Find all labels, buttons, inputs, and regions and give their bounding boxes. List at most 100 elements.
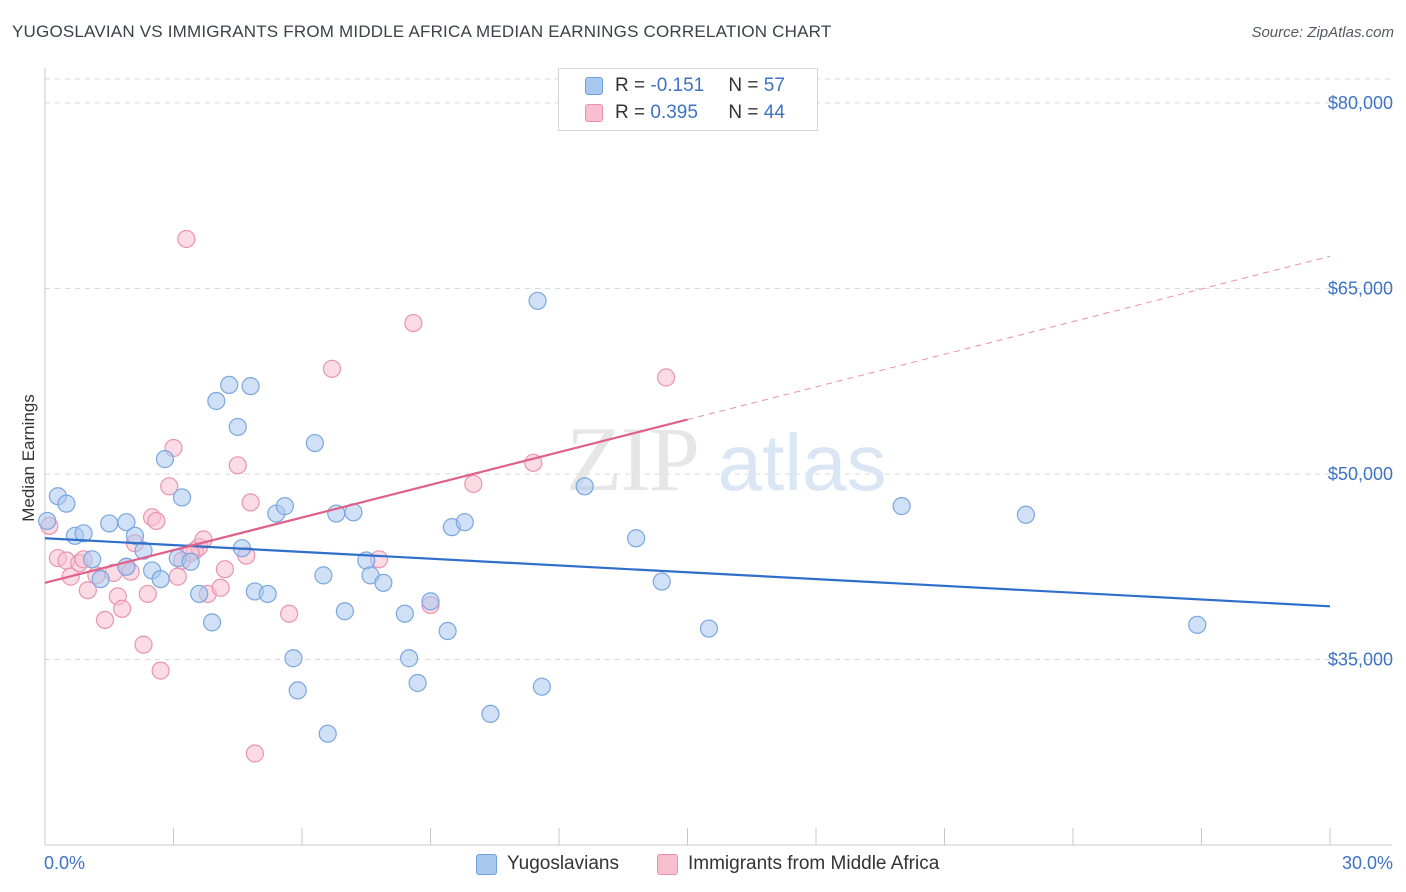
source-credit: Source: ZipAtlas.com [1251,24,1394,41]
data-point-immigrants [322,359,342,378]
data-point-yugoslavians [575,477,594,496]
y-axis-title: Median Earnings [19,394,38,522]
x-tick-label: 30.0% [1342,853,1393,873]
data-point-yugoslavians [241,377,260,396]
data-point-yugoslavians [438,621,457,641]
data-point-yugoslavians [151,569,170,589]
legend-swatch-blue [585,77,603,95]
series-yugoslavians [38,291,1207,743]
data-point-yugoslavians [275,497,294,516]
data-point-yugoslavians [1188,615,1207,634]
data-point-yugoslavians [228,417,247,437]
legend-r-value: 0.395 [650,102,698,123]
data-point-yugoslavians [117,513,136,532]
data-point-immigrants [228,456,247,475]
data-point-yugoslavians [335,602,354,621]
data-point-immigrants [245,744,264,763]
legend-n-value: 44 [763,102,785,123]
data-point-yugoslavians [202,613,222,632]
legend-r-label: R = [615,102,651,123]
data-point-immigrants [160,477,179,496]
bottom-legend-swatch-pink [657,853,678,875]
data-point-yugoslavians [100,514,119,533]
watermark: ZIP atlas [566,408,886,510]
data-point-yugoslavians [421,592,440,611]
data-point-yugoslavians [155,450,175,469]
data-point-yugoslavians [699,619,719,638]
legend-n-label: N = [728,75,764,96]
data-point-yugoslavians [892,497,911,516]
data-point-immigrants [280,604,299,623]
data-point-yugoslavians [455,513,474,532]
data-point-yugoslavians [91,569,110,589]
data-point-immigrants [138,584,157,604]
x-tick-label: 0.0% [44,853,85,873]
data-point-yugoslavians [318,724,337,743]
data-point-immigrants [211,578,230,597]
bottom-legend-swatch-blue [476,853,497,875]
legend-r-label: R = [615,75,651,96]
data-point-immigrants [404,313,423,333]
data-point-yugoslavians [652,572,671,591]
y-tick-label: $35,000 [1328,649,1393,669]
legend-n-label: N = [728,102,764,123]
data-point-immigrants [215,560,234,579]
correlation-legend: R = -0.151 N = 57 R = 0.395 N = 44 [558,68,818,131]
trend-line-yugoslavians [44,537,1331,608]
axes [44,68,1392,846]
data-point-yugoslavians [220,375,239,395]
legend-row-yugoslavians: R = -0.151 N = 57 [585,73,785,99]
data-point-yugoslavians [181,552,200,571]
data-point-yugoslavians [284,649,303,668]
data-point-yugoslavians [408,673,427,693]
data-point-immigrants [134,635,153,654]
legend-r-value: -0.151 [650,75,705,96]
data-point-yugoslavians [532,677,551,696]
data-point-immigrants [112,599,132,618]
data-point-yugoslavians [305,433,324,453]
trend-line-immigrants-extension [687,255,1331,421]
data-point-yugoslavians [38,511,57,531]
data-point-yugoslavians [57,494,76,513]
data-point-yugoslavians [528,291,547,310]
data-point-immigrants [78,581,97,600]
data-point-yugoslavians [74,524,93,543]
data-point-yugoslavians [1016,505,1035,524]
data-point-immigrants [177,229,196,249]
data-point-yugoslavians [83,550,102,569]
data-point-immigrants [95,610,115,630]
data-point-yugoslavians [190,584,209,604]
chart-title: YUGOSLAVIAN VS IMMIGRANTS FROM MIDDLE AF… [12,22,832,41]
data-point-yugoslavians [207,391,226,411]
trend-lines [44,255,1331,608]
bottom-legend-label: Immigrants from Middle Africa [688,853,940,874]
data-point-yugoslavians [258,584,277,604]
y-tick-label: $80,000 [1328,93,1393,113]
watermark-atlas: atlas [718,418,887,507]
bottom-legend-immigrants: Immigrants from Middle Africa [657,852,939,876]
legend-swatch-pink [585,104,603,122]
bottom-legend-yugoslavians: Yugoslavians [476,852,619,876]
data-point-immigrants [151,661,170,680]
axis-ticks: $35,000 $50,000 $65,000 $80,000 0.0% 30.0% [44,93,1393,873]
legend-n-value: 57 [763,75,785,96]
data-point-yugoslavians [395,604,414,623]
data-point-yugoslavians [626,529,646,548]
y-tick-label: $65,000 [1328,278,1393,298]
trend-line-immigrants [44,418,688,584]
data-point-yugoslavians [481,704,500,723]
y-tick-label: $50,000 [1328,464,1393,484]
data-point-yugoslavians [399,649,419,668]
legend-row-immigrants: R = 0.395 N = 44 [585,100,785,126]
data-point-immigrants [147,511,166,531]
data-point-yugoslavians [125,526,145,545]
data-point-yugoslavians [314,566,333,585]
data-point-immigrants [656,368,676,387]
data-point-yugoslavians [134,541,153,560]
data-point-yugoslavians [288,681,307,700]
data-point-yugoslavians [374,573,393,592]
data-point-immigrants [241,493,260,512]
grid-lines [45,78,1392,660]
data-point-yugoslavians [172,488,192,507]
